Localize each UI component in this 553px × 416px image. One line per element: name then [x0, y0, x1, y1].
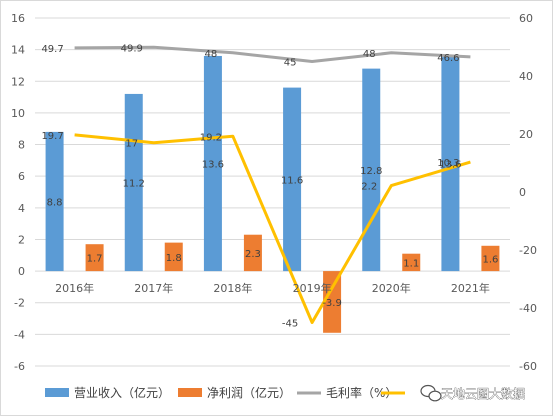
x-tick-label: 2016年: [55, 281, 94, 295]
bar-data-label: -3.9: [322, 298, 342, 309]
left-tick-label: 8: [18, 139, 25, 152]
line-data-label: 48: [363, 49, 376, 60]
bar-data-label: 1.8: [166, 253, 182, 264]
legend-swatch: [178, 388, 202, 397]
bar: [243, 234, 262, 272]
bar-data-label: 12.8: [360, 166, 382, 177]
x-axis-ticks: 2016年 2017年 2018年 2019年 2020年 2021年: [55, 281, 490, 295]
left-tick-label: 12: [11, 75, 25, 88]
watermark: 天地云图大数据: [420, 384, 525, 402]
left-tick-label: 14: [11, 44, 25, 57]
left-tick-label: -4: [14, 328, 25, 341]
gridlines: [35, 17, 510, 367]
left-tick-label: -6: [14, 360, 25, 373]
left-axis-ticks: 16 14 12 10 8 6 4 2 0 -2 -4 -6: [11, 12, 25, 373]
line-data-label: 48: [205, 49, 218, 60]
bar-data-label: 13.6: [202, 160, 224, 171]
line-data-label: 10.3: [437, 158, 459, 169]
line-data-label: -45: [282, 319, 298, 330]
legend: 营业收入（亿元） 净利润（亿元） 毛利率（%）: [45, 385, 405, 400]
left-tick-label: 6: [18, 170, 25, 183]
left-tick-label: -2: [14, 297, 25, 310]
bar-data-label: 11.6: [281, 175, 303, 186]
x-tick-label: 2017年: [134, 281, 173, 295]
wechat-icon: [420, 384, 442, 402]
bar: [124, 93, 143, 272]
legend-label: 毛利率（%）: [326, 385, 397, 400]
legend-swatch: [45, 388, 69, 397]
bar-data-label: 13.6: [439, 160, 461, 171]
right-tick-label: -20: [519, 244, 537, 257]
left-tick-label: 4: [18, 202, 25, 215]
bar: [203, 55, 222, 272]
left-tick-label: 0: [18, 265, 25, 278]
legend-label: 净利润（亿元）: [207, 385, 291, 400]
bar: [323, 271, 342, 333]
right-tick-label: 40: [519, 70, 533, 83]
line-data-label: 2.2: [361, 182, 377, 193]
right-axis-ticks: 60 40 20 0 -20 -40 -60: [519, 12, 537, 373]
data-labels: 8.8 11.2 13.6 11.6 12.8 13.6 1.7 1.8 2.3 -3.9 1.1 1…: [41, 43, 498, 329]
x-tick-label: 2020年: [372, 281, 411, 295]
series-line: [74, 133, 471, 324]
series-line: [74, 45, 471, 63]
line-data-label: 46.6: [437, 53, 459, 64]
x-tick-label: 2018年: [213, 281, 252, 295]
left-tick-label: 2: [18, 233, 25, 246]
bar: [85, 244, 104, 272]
bar: [362, 68, 381, 272]
line-data-label: 49.9: [121, 43, 143, 54]
bar: [402, 253, 421, 272]
bar: [283, 87, 302, 272]
bar-data-label: 1.6: [482, 254, 498, 265]
bar: [441, 55, 460, 272]
bar-data-label: 2.3: [245, 249, 261, 260]
watermark-text: 天地云图大数据: [441, 386, 525, 401]
line-data-label: 19.2: [200, 132, 222, 143]
line-data-label: 49.7: [41, 44, 63, 55]
right-tick-label: 0: [519, 186, 526, 199]
line-data-label: 17: [125, 139, 138, 150]
bar-data-label: 1.1: [403, 258, 419, 269]
right-tick-label: -40: [519, 302, 537, 315]
left-tick-label: 16: [11, 12, 25, 25]
right-tick-label: 60: [519, 12, 533, 25]
x-tick-label: 2019年: [293, 281, 332, 295]
legend-label: 营业收入（亿元）: [74, 385, 170, 400]
line-data-label: 45: [284, 58, 297, 69]
bars: [45, 55, 500, 333]
bar: [164, 242, 183, 272]
bar-data-label: 8.8: [47, 197, 63, 208]
bar-data-label: 11.2: [123, 179, 145, 190]
bar: [45, 131, 64, 272]
bar-data-label: 1.7: [87, 254, 103, 265]
bar: [481, 245, 500, 272]
x-tick-label: 2021年: [451, 281, 490, 295]
right-tick-label: -60: [519, 360, 537, 373]
lines: [74, 45, 471, 324]
right-tick-label: 20: [519, 128, 533, 141]
left-tick-label: 10: [11, 107, 25, 120]
line-data-label: 19.7: [41, 131, 63, 142]
